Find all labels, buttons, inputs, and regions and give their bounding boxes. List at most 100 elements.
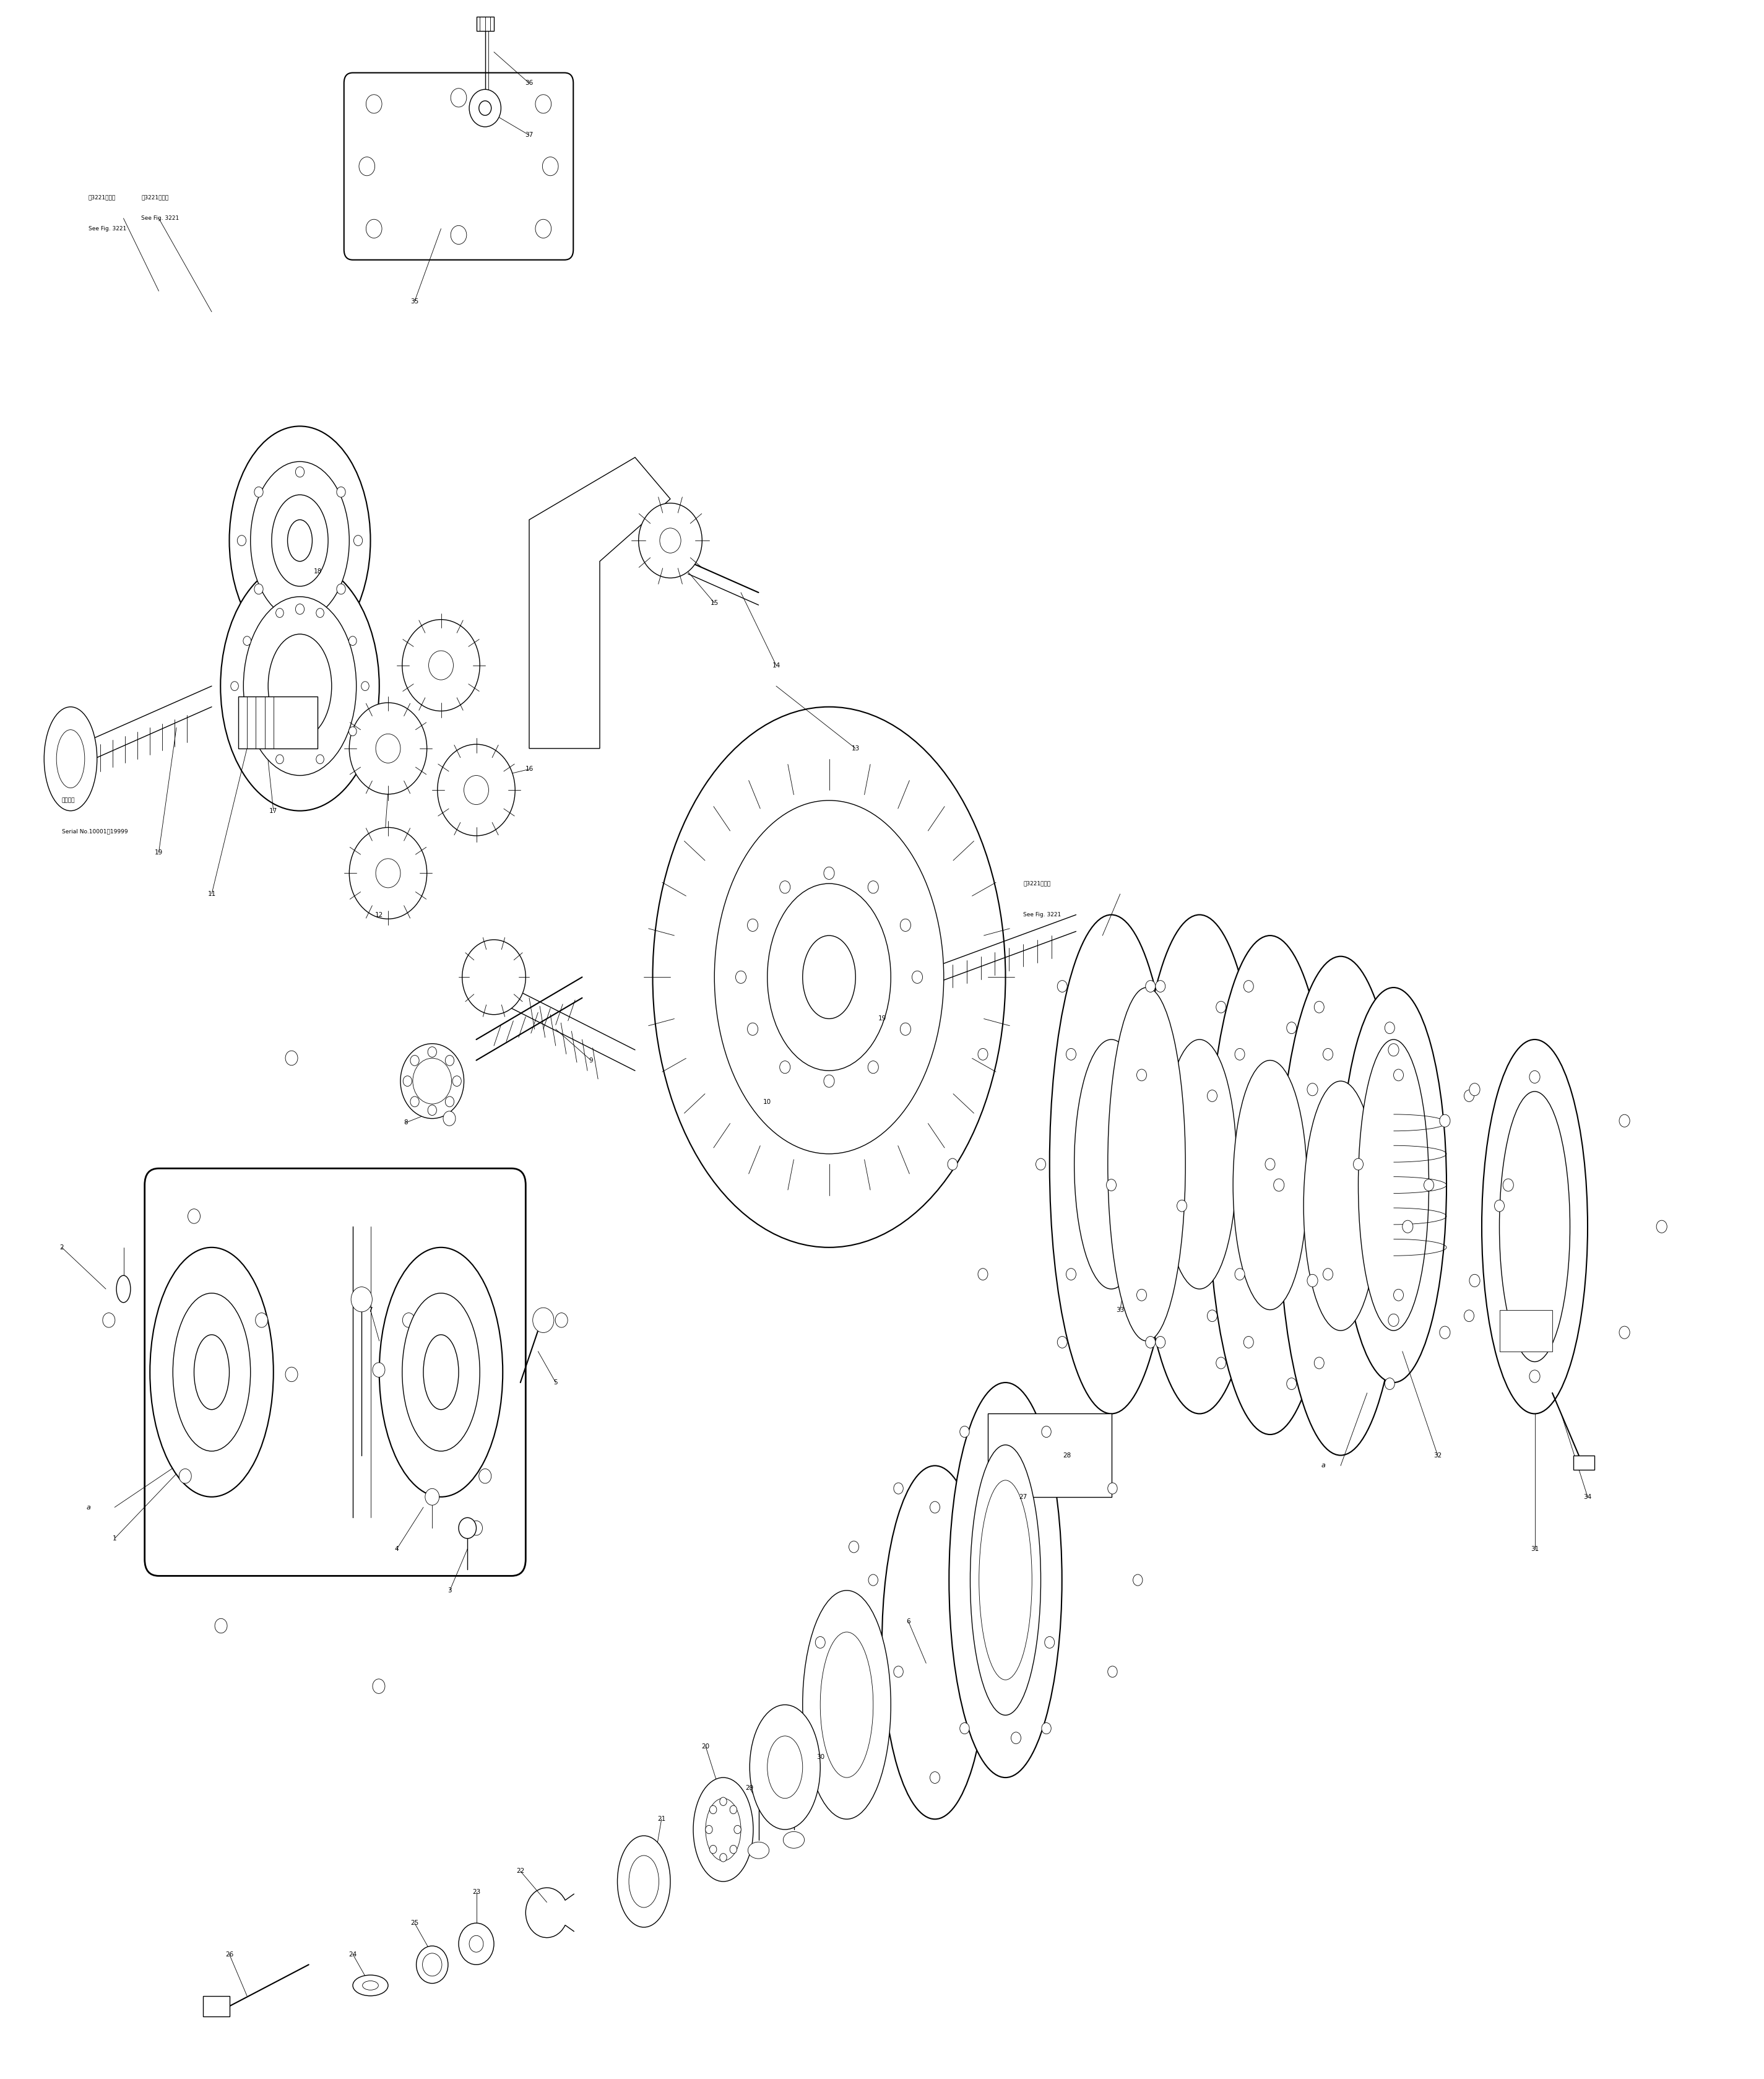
Ellipse shape	[1274, 1179, 1284, 1191]
Ellipse shape	[803, 936, 856, 1019]
Ellipse shape	[714, 800, 944, 1154]
Ellipse shape	[617, 1836, 670, 1927]
Ellipse shape	[360, 158, 376, 177]
Ellipse shape	[693, 1778, 753, 1881]
Ellipse shape	[1314, 1358, 1325, 1368]
Ellipse shape	[316, 609, 325, 617]
Ellipse shape	[750, 1705, 820, 1830]
Ellipse shape	[1314, 1002, 1325, 1012]
Ellipse shape	[268, 634, 332, 738]
Text: 4: 4	[395, 1547, 399, 1551]
Ellipse shape	[443, 1110, 455, 1125]
Ellipse shape	[1138, 915, 1261, 1414]
Ellipse shape	[1385, 1023, 1395, 1033]
Ellipse shape	[372, 1362, 385, 1376]
Ellipse shape	[445, 1096, 453, 1106]
Ellipse shape	[1215, 1358, 1226, 1368]
Ellipse shape	[1353, 1158, 1364, 1170]
Ellipse shape	[469, 89, 501, 127]
Ellipse shape	[1388, 1314, 1399, 1326]
Ellipse shape	[1065, 1048, 1076, 1060]
Ellipse shape	[220, 561, 379, 811]
Ellipse shape	[437, 744, 515, 836]
Ellipse shape	[1244, 1337, 1254, 1347]
Ellipse shape	[882, 1466, 988, 1819]
Ellipse shape	[1162, 1040, 1237, 1289]
Ellipse shape	[250, 462, 349, 620]
Text: 19: 19	[878, 1017, 886, 1021]
Text: 第3221図参照: 第3221図参照	[141, 195, 169, 200]
Ellipse shape	[349, 728, 356, 736]
Ellipse shape	[783, 1832, 804, 1848]
Text: 第3221図参照: 第3221図参照	[1023, 881, 1051, 886]
Ellipse shape	[709, 1846, 716, 1854]
Ellipse shape	[1424, 1179, 1434, 1191]
Text: 第3221図参照: 第3221図参照	[88, 195, 116, 200]
Ellipse shape	[478, 1470, 490, 1484]
Ellipse shape	[1469, 1274, 1480, 1287]
Ellipse shape	[1385, 1378, 1395, 1389]
Text: 2: 2	[60, 1245, 64, 1249]
Text: 1: 1	[113, 1536, 116, 1541]
Ellipse shape	[536, 220, 550, 239]
Ellipse shape	[1482, 1040, 1588, 1414]
Ellipse shape	[709, 1805, 716, 1813]
Ellipse shape	[411, 1096, 420, 1106]
Ellipse shape	[275, 755, 284, 763]
Ellipse shape	[706, 1825, 713, 1834]
Ellipse shape	[1304, 1081, 1378, 1331]
Ellipse shape	[450, 89, 466, 106]
Ellipse shape	[349, 636, 356, 644]
Ellipse shape	[425, 1489, 439, 1505]
Ellipse shape	[243, 597, 356, 775]
Text: 28: 28	[1064, 1453, 1071, 1457]
Text: See Fig. 3221: See Fig. 3221	[88, 227, 125, 231]
Ellipse shape	[820, 1632, 873, 1778]
Ellipse shape	[1341, 988, 1446, 1383]
Ellipse shape	[229, 426, 370, 655]
Ellipse shape	[376, 859, 400, 888]
Ellipse shape	[256, 1314, 268, 1328]
Text: 31: 31	[1531, 1547, 1538, 1551]
Ellipse shape	[1439, 1114, 1450, 1127]
Ellipse shape	[803, 1590, 891, 1819]
Text: 32: 32	[1434, 1453, 1441, 1457]
Ellipse shape	[286, 1050, 298, 1064]
Text: See Fig. 3221: See Fig. 3221	[141, 216, 178, 220]
Ellipse shape	[1307, 1083, 1318, 1096]
Ellipse shape	[894, 1665, 903, 1678]
Ellipse shape	[316, 755, 325, 763]
Ellipse shape	[848, 1732, 859, 1744]
Ellipse shape	[1286, 1378, 1297, 1389]
Ellipse shape	[349, 703, 427, 794]
Ellipse shape	[1464, 1089, 1475, 1102]
Text: 26: 26	[226, 1952, 233, 1956]
Ellipse shape	[780, 881, 790, 894]
Ellipse shape	[1656, 1220, 1667, 1233]
Ellipse shape	[1155, 1337, 1166, 1347]
Text: a: a	[86, 1505, 90, 1509]
Text: 22: 22	[517, 1869, 524, 1873]
Ellipse shape	[376, 734, 400, 763]
Ellipse shape	[1529, 1370, 1540, 1383]
Text: 11: 11	[208, 892, 215, 896]
Ellipse shape	[1145, 1337, 1155, 1347]
Ellipse shape	[1035, 1158, 1046, 1170]
Ellipse shape	[413, 1058, 452, 1104]
Ellipse shape	[351, 1287, 372, 1312]
Ellipse shape	[295, 468, 305, 478]
Ellipse shape	[748, 1842, 769, 1859]
Ellipse shape	[286, 1368, 298, 1383]
Ellipse shape	[900, 919, 910, 931]
Text: 20: 20	[702, 1744, 709, 1748]
Ellipse shape	[628, 1857, 658, 1909]
Ellipse shape	[462, 940, 526, 1015]
Text: 16: 16	[526, 767, 533, 771]
Text: 23: 23	[473, 1890, 480, 1894]
Ellipse shape	[1286, 1023, 1297, 1033]
Ellipse shape	[459, 1923, 494, 1965]
Ellipse shape	[288, 520, 312, 561]
Ellipse shape	[824, 867, 834, 879]
Ellipse shape	[767, 884, 891, 1071]
Ellipse shape	[720, 1854, 727, 1863]
